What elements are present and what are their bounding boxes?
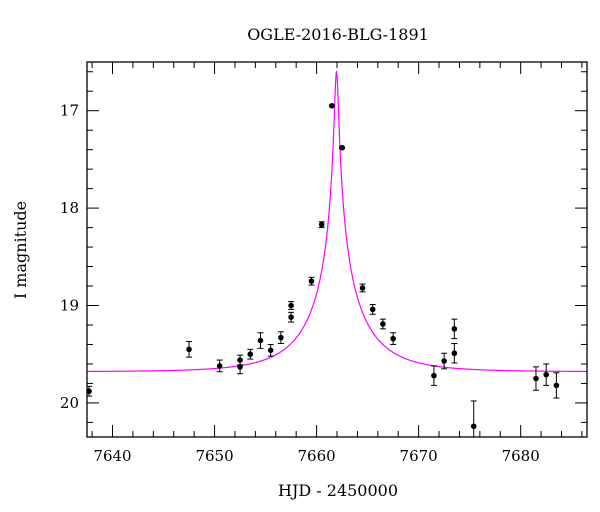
y-tick-label: 17 bbox=[60, 102, 79, 120]
data-point bbox=[543, 363, 550, 386]
point-marker bbox=[369, 306, 376, 313]
point-marker bbox=[267, 347, 274, 354]
point-marker bbox=[339, 144, 345, 151]
point-marker bbox=[470, 423, 477, 430]
point-marker bbox=[308, 278, 315, 284]
data-point bbox=[328, 103, 335, 109]
data-point bbox=[430, 365, 437, 386]
data-point bbox=[247, 348, 254, 360]
x-tick-label: 7650 bbox=[195, 447, 233, 465]
point-marker bbox=[431, 372, 437, 379]
data-points bbox=[87, 103, 560, 437]
data-point bbox=[267, 343, 274, 357]
data-point bbox=[277, 331, 284, 344]
axis-tick-labels: 7640 7650 7660 7670 7680 17 18 19 20 bbox=[60, 102, 540, 465]
data-point bbox=[553, 372, 560, 399]
data-point bbox=[87, 385, 93, 397]
data-point bbox=[451, 342, 458, 364]
point-marker bbox=[288, 302, 294, 309]
point-marker bbox=[451, 350, 458, 357]
data-point bbox=[369, 304, 376, 315]
axis-ticks bbox=[87, 62, 587, 437]
data-point bbox=[470, 400, 477, 437]
x-tick-label: 7640 bbox=[93, 447, 131, 465]
point-marker bbox=[329, 103, 335, 109]
point-marker bbox=[278, 334, 284, 341]
y-tick-label: 18 bbox=[60, 199, 79, 217]
y-tick-label: 20 bbox=[60, 394, 79, 412]
data-point bbox=[237, 354, 244, 366]
point-marker bbox=[451, 326, 458, 332]
data-point bbox=[318, 221, 325, 229]
data-point bbox=[257, 332, 264, 349]
data-point bbox=[288, 311, 295, 323]
data-point bbox=[186, 341, 193, 358]
data-point bbox=[451, 318, 458, 340]
plot-frame bbox=[86, 61, 588, 438]
point-marker bbox=[216, 363, 223, 369]
chart-title: OGLE-2016-BLG-1891 bbox=[247, 25, 429, 44]
data-point bbox=[359, 283, 366, 293]
data-point bbox=[441, 352, 448, 370]
point-marker bbox=[390, 335, 396, 342]
point-marker bbox=[186, 346, 192, 353]
data-point bbox=[288, 301, 295, 310]
point-marker bbox=[237, 357, 243, 363]
data-point bbox=[339, 144, 346, 151]
point-marker bbox=[359, 285, 366, 291]
y-axis-label: I magnitude bbox=[11, 201, 30, 299]
x-axis-label: HJD - 2450000 bbox=[278, 481, 398, 500]
point-marker bbox=[533, 375, 539, 382]
point-marker bbox=[288, 314, 294, 320]
point-marker bbox=[553, 382, 560, 389]
point-marker bbox=[87, 388, 92, 395]
x-tick-label: 7660 bbox=[297, 447, 335, 465]
data-point bbox=[379, 318, 386, 330]
x-tick-label: 7670 bbox=[400, 447, 438, 465]
data-point bbox=[390, 332, 397, 345]
data-point bbox=[532, 366, 539, 391]
x-tick-label: 7680 bbox=[502, 447, 540, 465]
point-marker bbox=[380, 321, 386, 327]
point-marker bbox=[318, 221, 325, 228]
y-tick-label: 19 bbox=[60, 297, 79, 315]
point-marker bbox=[237, 364, 243, 370]
point-marker bbox=[257, 337, 264, 344]
point-marker bbox=[441, 358, 447, 364]
model-layer bbox=[87, 70, 587, 373]
data-point bbox=[216, 359, 223, 373]
model-curve bbox=[87, 70, 587, 373]
point-marker bbox=[543, 371, 549, 378]
data-point bbox=[308, 276, 315, 286]
point-marker bbox=[247, 351, 254, 358]
